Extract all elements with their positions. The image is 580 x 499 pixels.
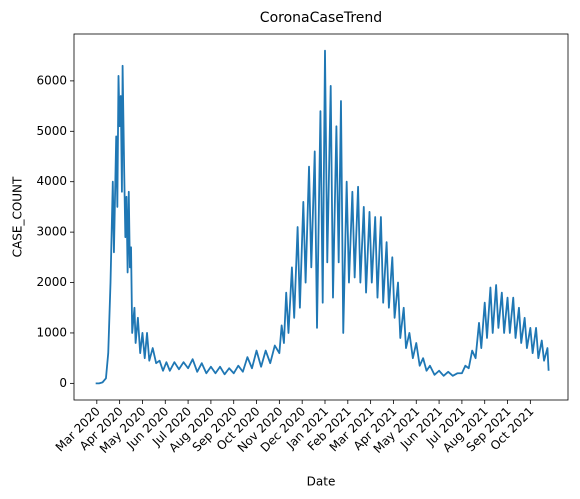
y-tick-label: 0 — [59, 376, 67, 390]
y-tick-label: 2000 — [36, 275, 67, 289]
chart-title: CoronaCaseTrend — [260, 10, 382, 26]
y-tick-label: 6000 — [36, 73, 67, 87]
y-tick-label: 1000 — [36, 325, 67, 339]
y-axis-label: CASE_COUNT — [11, 176, 25, 257]
plot-frame — [73, 33, 569, 401]
y-tick-label: 4000 — [36, 174, 67, 188]
x-axis-label: Date — [307, 475, 336, 489]
series-line — [95, 49, 550, 385]
y-tick-label: 5000 — [36, 124, 67, 138]
y-tick-label: 3000 — [36, 225, 67, 239]
